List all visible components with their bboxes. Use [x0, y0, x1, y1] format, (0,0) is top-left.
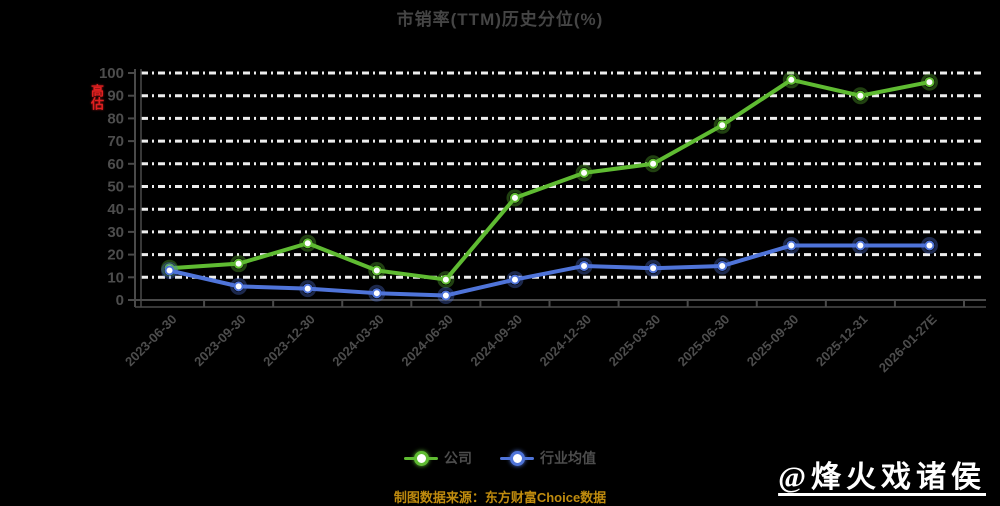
- data-point: [302, 238, 313, 249]
- x-axis-tick-label: 2024-12-30: [537, 312, 595, 370]
- x-axis-tick-label: 2023-09-30: [191, 312, 249, 370]
- data-point-glow: [506, 189, 524, 207]
- x-axis-tick-label: 2023-12-30: [260, 312, 318, 370]
- x-axis-tick-label: 2025-12-31: [813, 312, 871, 370]
- data-point: [855, 240, 866, 251]
- y-axis-tick-label: 90: [107, 88, 124, 105]
- y-axis-tick-label: 60: [107, 156, 124, 173]
- data-point: [924, 240, 935, 251]
- legend-item-company[interactable]: 公司: [404, 448, 472, 468]
- data-point-glow: [575, 164, 593, 182]
- y-axis-tick-label: 50: [107, 179, 124, 196]
- y-axis-tick-label: 20: [107, 247, 124, 264]
- data-point: [371, 288, 382, 299]
- data-point-glow: [437, 271, 455, 289]
- data-point-glow: [782, 71, 800, 89]
- data-point: [440, 290, 451, 301]
- company-series-marker-icon: [404, 450, 438, 466]
- data-point-glow: [851, 237, 869, 255]
- data-point: [579, 167, 590, 178]
- data-point-glow: [644, 155, 662, 173]
- data-point: [648, 158, 659, 169]
- data-point: [371, 265, 382, 276]
- data-point: [302, 283, 313, 294]
- y-axis-tick-label: 80: [107, 110, 124, 127]
- data-point-glow: [713, 116, 731, 134]
- data-point: [509, 274, 520, 285]
- data-point: [233, 281, 244, 292]
- page-title: 市销率(TTM)历史分位(%): [396, 10, 604, 29]
- legend-item-industry[interactable]: 行业均值: [500, 448, 596, 468]
- x-axis-tick-label: 2026-01-27E: [876, 311, 940, 375]
- legend: 公司 行业均值: [0, 448, 1000, 468]
- series-line-公司: [167, 77, 932, 282]
- data-point-glow: [368, 261, 386, 279]
- x-axis-tick-label: 2023-06-30: [122, 312, 180, 370]
- data-point-glow: [299, 234, 317, 252]
- data-point-glow: [644, 259, 662, 277]
- data-point-glow: [299, 280, 317, 298]
- data-point-glow: [713, 257, 731, 275]
- data-point-glow: [161, 261, 179, 279]
- y-axis-tick-label: 0: [116, 292, 124, 309]
- data-point: [717, 120, 728, 131]
- x-axis-tick-label: 2024-03-30: [329, 312, 387, 370]
- data-point-glow: [851, 87, 869, 105]
- overvalued-badge: 高估: [89, 84, 104, 110]
- data-point: [786, 240, 797, 251]
- x-axis-tick-label: 2025-03-30: [606, 312, 664, 370]
- data-point-glow: [437, 286, 455, 304]
- y-axis-tick-label: 100: [99, 65, 124, 82]
- y-axis-tick-label: 70: [107, 133, 124, 150]
- x-axis-tick-label: 2025-09-30: [744, 312, 802, 370]
- data-point-glow: [230, 277, 248, 295]
- legend-label-company: 公司: [444, 450, 472, 466]
- data-point: [440, 274, 451, 285]
- industry-series-marker-icon: [500, 450, 534, 466]
- data-point: [233, 258, 244, 269]
- data-point: [164, 265, 175, 276]
- data-point-glow: [782, 237, 800, 255]
- data-point-glow: [368, 284, 386, 302]
- x-axis-tick-label: 2024-09-30: [467, 312, 525, 370]
- legend-label-industry: 行业均值: [540, 450, 596, 466]
- data-point: [924, 77, 935, 88]
- y-axis-tick-label: 10: [107, 269, 124, 286]
- data-point-glow: [230, 255, 248, 273]
- data-point: [855, 90, 866, 101]
- x-axis-tick-label: 2024-06-30: [398, 312, 456, 370]
- data-point: [509, 192, 520, 203]
- series-line-行业均值: [167, 243, 932, 298]
- data-point: [579, 260, 590, 271]
- x-axis-tick-label: 2025-06-30: [675, 312, 733, 370]
- data-point-glow: [920, 73, 938, 91]
- data-point-glow: [575, 257, 593, 275]
- data-point: [786, 74, 797, 85]
- data-point: [717, 260, 728, 271]
- data-point-glow: [506, 271, 524, 289]
- watermark: @烽火戏诸侯: [778, 461, 986, 494]
- data-point: [648, 263, 659, 274]
- data-point-glow: [920, 237, 938, 255]
- y-axis-tick-label: 40: [107, 201, 124, 218]
- y-axis-tick-label: 30: [107, 224, 124, 241]
